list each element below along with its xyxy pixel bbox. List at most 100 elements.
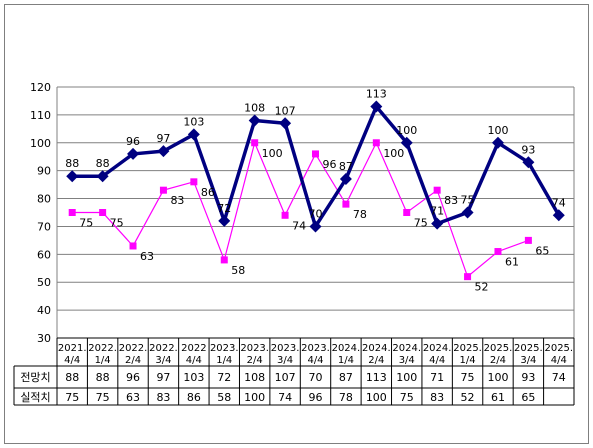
data-label-actual: 63 xyxy=(140,250,154,263)
point-forecast xyxy=(522,156,535,169)
point-actual xyxy=(68,209,76,216)
data-label-forecast: 96 xyxy=(126,135,140,148)
data-label-forecast: 88 xyxy=(96,157,110,170)
y-tick-label: 80 xyxy=(37,193,51,206)
point-actual xyxy=(99,209,107,216)
category-label: 2024. xyxy=(332,343,361,354)
table-cell-actual: 52 xyxy=(461,391,475,404)
y-tick-label: 60 xyxy=(37,248,51,261)
table-cell-forecast: 93 xyxy=(521,371,535,384)
category-label: 2/4 xyxy=(368,355,384,366)
table-cell-forecast: 88 xyxy=(65,371,79,384)
chart-frame xyxy=(4,4,589,444)
point-actual xyxy=(251,139,259,147)
table-cell-forecast: 108 xyxy=(244,371,265,384)
category-label: 4/4 xyxy=(551,355,567,366)
point-actual xyxy=(129,242,137,250)
category-label: 2/4 xyxy=(490,355,506,366)
point-actual xyxy=(190,178,198,186)
category-label: 2022. xyxy=(149,343,178,354)
data-label-forecast: 74 xyxy=(552,196,566,209)
y-axis: 30 40 50 60 70 80 90 100 110 120 xyxy=(30,81,51,345)
point-forecast xyxy=(157,145,170,158)
y-tick-label: 110 xyxy=(30,109,51,122)
y-tick-label: 90 xyxy=(37,165,51,178)
point-actual xyxy=(220,256,228,264)
point-forecast xyxy=(309,220,322,233)
table-cell-forecast: 71 xyxy=(430,371,444,384)
table-cell-forecast: 103 xyxy=(183,371,204,384)
table-cell-actual: 75 xyxy=(400,391,414,404)
table-cell-forecast: 70 xyxy=(309,371,323,384)
table-cell-actual: 61 xyxy=(491,391,505,404)
data-label-forecast: 71 xyxy=(430,205,444,218)
point-actual xyxy=(342,200,350,208)
category-label: 3/4 xyxy=(399,355,415,366)
y-tick-label: 70 xyxy=(37,220,51,233)
category-label: 1/4 xyxy=(338,355,354,366)
y-tick-label: 40 xyxy=(37,304,51,317)
table-cell-forecast: 100 xyxy=(396,371,417,384)
data-label-actual: 75 xyxy=(79,217,93,230)
data-label-forecast: 75 xyxy=(461,194,475,207)
point-actual xyxy=(524,236,532,244)
data-label-actual: 78 xyxy=(353,208,367,221)
y-tick-label: 100 xyxy=(30,137,51,150)
point-forecast xyxy=(461,206,474,219)
table-cell-actual: 100 xyxy=(366,391,387,404)
point-forecast xyxy=(339,173,352,186)
point-forecast xyxy=(187,128,200,141)
category-label: 2025. xyxy=(484,343,513,354)
point-forecast xyxy=(552,209,565,222)
category-label: 4/4 xyxy=(64,355,80,366)
data-label-forecast: 108 xyxy=(244,101,265,114)
table-cell-forecast: 72 xyxy=(217,371,231,384)
row-label-forecast: 전망치 xyxy=(20,371,50,384)
category-label: 3/4 xyxy=(277,355,293,366)
table-cell-actual: 83 xyxy=(430,391,444,404)
table-cell-actual: 74 xyxy=(278,391,292,404)
data-label-forecast: 70 xyxy=(309,207,323,220)
category-label: 1/4 xyxy=(95,355,111,366)
point-forecast xyxy=(279,117,292,130)
category-label: 4/4 xyxy=(307,355,323,366)
y-tick-label: 50 xyxy=(37,276,51,289)
point-forecast xyxy=(96,170,109,183)
data-label-forecast: 100 xyxy=(487,124,508,137)
category-label: 2025. xyxy=(544,343,573,354)
table-cell-actual: 86 xyxy=(187,391,201,404)
category-label: 2022. xyxy=(119,343,148,354)
point-actual xyxy=(281,211,289,219)
point-actual xyxy=(433,186,441,194)
category-label: 2023. xyxy=(301,343,330,354)
data-label-actual: 75 xyxy=(414,217,428,230)
series-line-actual xyxy=(72,140,529,278)
data-label-forecast: 87 xyxy=(339,160,353,173)
category-label: 2/4 xyxy=(125,355,141,366)
category-label: 2/4 xyxy=(247,355,263,366)
category-label: 2024. xyxy=(423,343,452,354)
table-cell-forecast: 113 xyxy=(366,371,387,384)
table-cell-actual: 58 xyxy=(217,391,231,404)
data-label-forecast: 93 xyxy=(521,143,535,156)
table-cell-forecast: 100 xyxy=(487,371,508,384)
category-label: 2023. xyxy=(240,343,269,354)
category-label: 4/4 xyxy=(186,355,202,366)
point-actual xyxy=(159,186,167,194)
point-forecast xyxy=(370,100,383,113)
table-cell-forecast: 97 xyxy=(156,371,170,384)
data-label-actual: 52 xyxy=(475,281,489,294)
data-label-forecast: 72 xyxy=(217,202,231,215)
table-cell-forecast: 96 xyxy=(126,371,140,384)
category-label: 2024. xyxy=(362,343,391,354)
data-label-actual: 86 xyxy=(201,186,215,199)
data-label-forecast: 97 xyxy=(156,132,170,145)
table-cell-actual: 63 xyxy=(126,391,140,404)
point-actual xyxy=(312,150,319,158)
point-actual xyxy=(403,209,411,216)
point-actual xyxy=(372,139,380,147)
point-actual xyxy=(464,273,472,281)
data-label-forecast: 107 xyxy=(275,104,296,117)
